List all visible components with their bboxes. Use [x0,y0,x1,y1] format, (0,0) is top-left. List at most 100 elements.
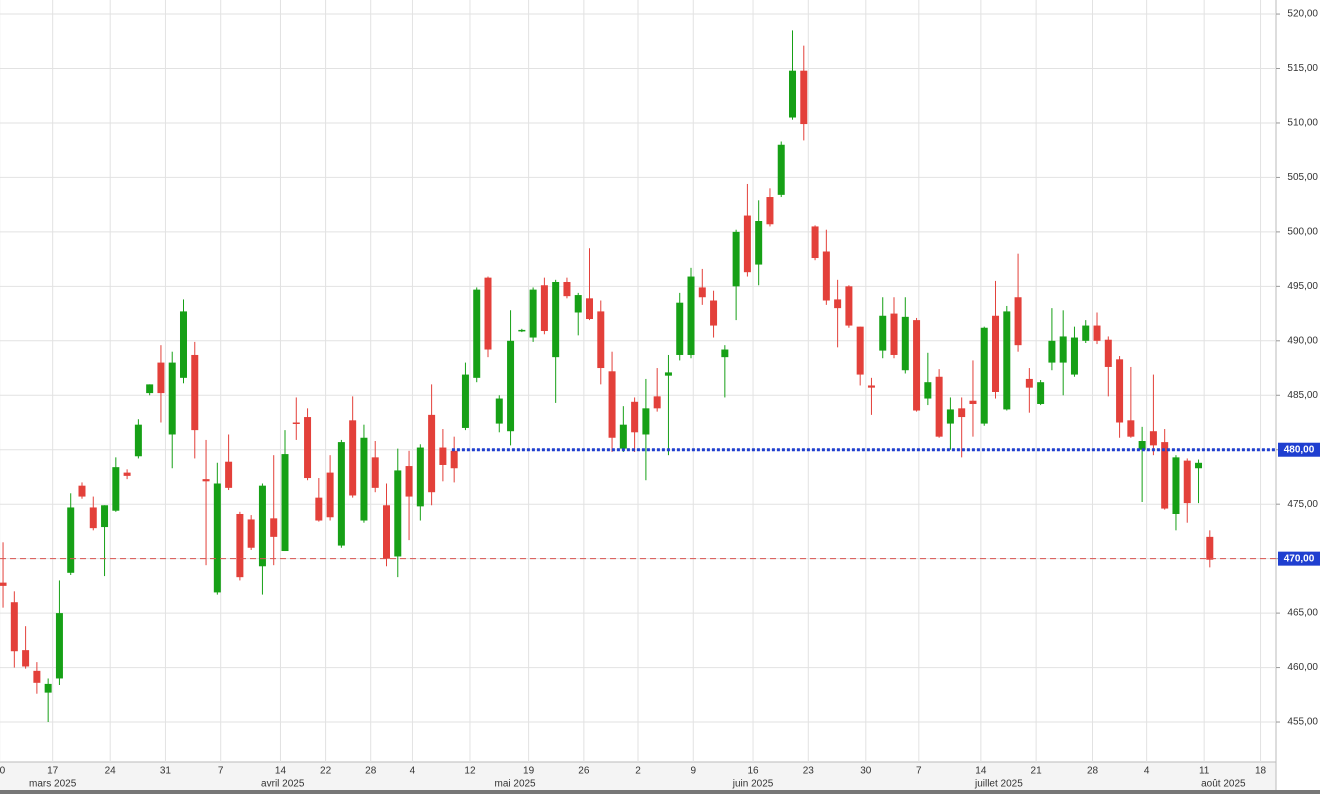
candle-body [1127,420,1135,437]
candle-body [236,513,244,578]
candle-body [0,582,7,586]
y-tick-label: 490,00 [1287,335,1318,346]
candle-body [1025,378,1033,388]
candle-body [349,420,357,496]
candle-body [743,215,751,273]
candle-body [597,311,605,369]
candle-body [563,281,571,297]
month-label: mars 2025 [29,779,77,790]
month-label: juin 2025 [732,779,774,790]
candle-body [1149,431,1157,446]
candle-body [518,329,526,332]
candle-body [811,226,819,259]
y-tick-label: 510,00 [1287,118,1318,129]
candle-body [1206,536,1214,560]
x-tick-label: 12 [464,766,476,777]
candle-body [416,447,424,507]
candle-body [710,300,718,326]
x-tick-label: 26 [578,766,590,777]
y-tick-label: 485,00 [1287,390,1318,401]
candle-body [529,289,537,338]
candle-body [371,457,379,488]
candle-body [225,461,233,488]
candle-body [22,650,30,667]
candle-body [1082,325,1090,341]
candle-body [428,414,436,493]
x-tick-label: 7 [916,766,922,777]
level-label: 480,00 [1284,444,1315,455]
candle-body [326,472,334,518]
candle-body [845,286,853,326]
candle-body [890,313,898,355]
candle-body [608,371,616,438]
candle-body [89,507,97,529]
candle-body [1037,382,1045,404]
candle-body [44,683,52,693]
candle-body [1003,311,1011,410]
candle-body [33,670,41,683]
x-tick-label: 31 [160,766,172,777]
candle-body [360,437,368,521]
candle-body [946,409,954,424]
candle-body [337,442,345,546]
candle-body [1116,359,1124,423]
y-tick-label: 500,00 [1287,227,1318,238]
candle-body [78,485,86,497]
candle-body [856,326,864,375]
x-tick-label: 4 [410,766,416,777]
level-badge [1278,551,1320,566]
candle-body [134,424,142,457]
candle-body [292,422,300,424]
candle-body [439,447,447,465]
candle-body [394,470,402,557]
candle-body [642,408,650,435]
y-tick-label: 465,00 [1287,608,1318,619]
candle-body [664,372,672,376]
y-tick-label: 520,00 [1287,9,1318,20]
candle-body [10,602,18,652]
x-tick-label: 22 [320,766,332,777]
candle-body [924,382,932,399]
x-tick-label: 17 [47,766,59,777]
candle-body [1161,442,1169,509]
candle-body [958,408,966,418]
candle-body [304,417,312,479]
candle-body [879,315,887,351]
x-tick-label: 23 [803,766,815,777]
candle-body [1195,462,1203,469]
month-label: juillet 2025 [974,779,1023,790]
frame-bottom [0,790,1320,794]
candle-body [935,376,943,437]
candle-body [202,479,210,482]
x-tick-label: 14 [975,766,987,777]
candle-body [281,454,289,552]
candle-body [834,299,842,309]
candle-body [789,70,797,118]
level-label: 470,00 [1284,553,1315,564]
candle-body [901,316,909,371]
candle-body [168,362,176,435]
x-tick-label: 19 [523,766,535,777]
candle-body [969,400,977,404]
x-tick-label: 21 [1031,766,1043,777]
month-label: mai 2025 [494,779,536,790]
candle-body [867,385,875,388]
candle-body [1138,441,1146,450]
y-tick-label: 495,00 [1287,281,1318,292]
x-axis-band [0,762,1276,790]
candle-body [450,450,458,469]
month-label: avril 2025 [261,779,305,790]
candle-body [1014,297,1022,346]
candle-body [913,320,921,411]
y-tick-label: 475,00 [1287,499,1318,510]
x-tick-label: 28 [365,766,377,777]
x-tick-label: 30 [860,766,872,777]
candle-body [382,505,390,559]
candle-body [1059,336,1067,363]
x-tick-label: 4 [1144,766,1150,777]
candle-body [732,231,740,287]
x-tick-label: 18 [1255,766,1267,777]
candle-body [552,281,560,358]
x-tick-label: 16 [747,766,759,777]
candle-body [258,485,266,567]
